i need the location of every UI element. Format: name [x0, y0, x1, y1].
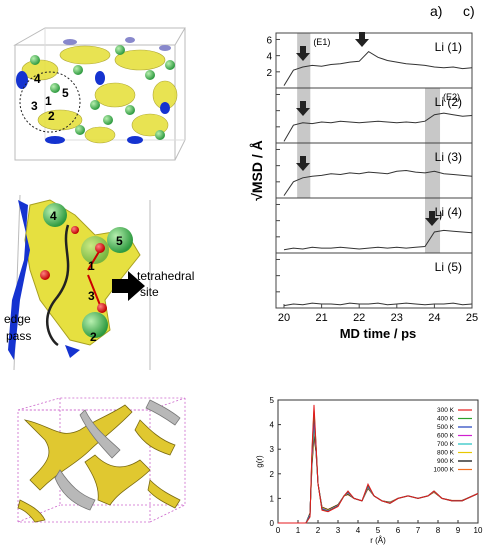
y-tick-label: 5	[270, 396, 275, 405]
x-tick-label: 5	[376, 526, 381, 535]
x-tick-label: 8	[436, 526, 441, 535]
x-tick-label: 3	[336, 526, 341, 535]
highlight-band	[297, 143, 311, 198]
site-label: 5	[62, 86, 69, 100]
y-tick-label: 2	[266, 68, 272, 79]
highlight-band	[425, 143, 441, 198]
legend-label: 700 K	[437, 441, 455, 448]
y-tick-label: 1	[270, 494, 275, 503]
arrow	[296, 101, 310, 116]
site-label: 3	[31, 99, 38, 113]
panel-legend: Li (1)	[435, 40, 462, 54]
legend-label: 600 K	[437, 433, 455, 440]
x-tick-label: 23	[391, 312, 403, 324]
x-tick-label: 24	[428, 312, 440, 324]
x-tick-label: 0	[276, 526, 281, 535]
legend-label: 400 K	[437, 416, 455, 423]
render-network	[17, 397, 186, 523]
msd-line	[283, 302, 473, 307]
panel-legend: Li (4)	[435, 205, 462, 219]
highlight-band	[425, 198, 441, 253]
highlight-band	[297, 33, 311, 88]
render-b: 4 5 1 3 2 tetrahedral site edge pass	[4, 194, 194, 371]
x-tick-label: 25	[466, 312, 478, 324]
panel-legend: Li (5)	[435, 260, 462, 274]
annotation: edge	[4, 312, 31, 326]
site-label: 4	[34, 72, 41, 86]
annotation: tetrahedral	[137, 269, 194, 283]
x-tick-label: 1	[296, 526, 301, 535]
render-a: 4 3 1 5 2	[13, 27, 186, 161]
msd-line	[283, 169, 473, 196]
y-axis-label: √MSD / Å	[249, 140, 265, 201]
panel-legend: Li (3)	[435, 150, 462, 164]
msd-line	[283, 50, 473, 86]
legend-label: 900 K	[437, 458, 455, 465]
x-tick-label: 2	[316, 526, 321, 535]
x-tick-label: 6	[396, 526, 401, 535]
arrow	[296, 156, 310, 171]
panel-frame	[275, 252, 473, 309]
annotation: site	[140, 285, 159, 299]
gr-line	[278, 404, 479, 524]
x-axis-label: r (Å)	[370, 536, 386, 545]
site-label: 3	[88, 289, 95, 303]
highlight-band	[297, 88, 311, 143]
site-label: 1	[45, 94, 52, 108]
highlight-label: (E1)	[313, 37, 330, 47]
msd-line	[283, 229, 473, 251]
arrow	[296, 46, 310, 61]
panel-label: c)	[463, 3, 475, 19]
x-tick-label: 20	[278, 312, 290, 324]
x-tick-label: 7	[416, 526, 421, 535]
site-label: 2	[90, 330, 97, 344]
y-tick-label: 2	[270, 470, 275, 479]
y-tick-label: 4	[270, 421, 275, 430]
site-label: 2	[48, 109, 55, 123]
x-tick-label: 21	[315, 312, 327, 324]
legend-label: 500 K	[437, 424, 455, 431]
legend-label: 300 K	[437, 407, 455, 414]
y-tick-label: 4	[266, 52, 272, 63]
x-tick-label: 10	[474, 526, 483, 535]
legend-label: 800 K	[437, 450, 455, 457]
y-axis-label: g(r)	[255, 455, 264, 468]
y-tick-label: 3	[270, 445, 275, 454]
site-label: 1	[88, 259, 95, 273]
x-tick-label: 4	[356, 526, 361, 535]
arrow	[355, 32, 369, 47]
y-tick-label: 0	[270, 519, 275, 528]
annotation: pass	[6, 329, 31, 343]
arrow	[425, 211, 439, 226]
y-tick-label: 6	[266, 35, 272, 46]
x-tick-label: 9	[456, 526, 461, 535]
panel-legend: Li (2)	[435, 95, 462, 109]
x-axis-label: MD time / ps	[340, 326, 417, 341]
site-label: 5	[116, 234, 123, 248]
panel-label: a)	[430, 3, 442, 19]
legend-label: 1000 K	[433, 467, 454, 474]
highlight-label: (E2)	[443, 92, 460, 102]
msd-line	[283, 112, 473, 142]
plots: (E1)246 Li (1)(E2)Li (2)Li (3)Li (4)Li (5…	[249, 32, 483, 545]
site-label: 4	[50, 209, 57, 223]
x-tick-label: 22	[353, 312, 365, 324]
